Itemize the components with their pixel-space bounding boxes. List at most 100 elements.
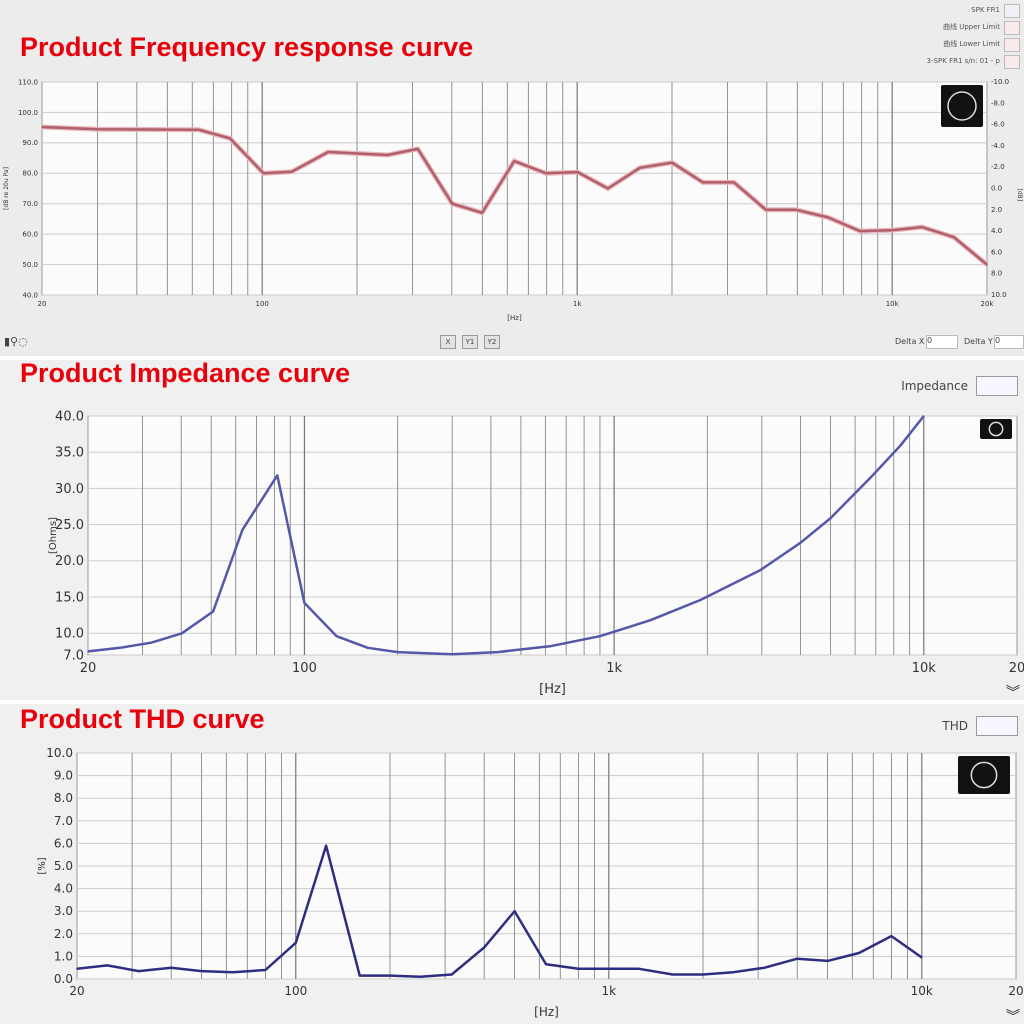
data-point	[733, 181, 735, 184]
legend-swatch-icon	[1004, 37, 1020, 52]
data-point	[702, 973, 704, 976]
thd-legend[interactable]: THD	[942, 716, 1018, 736]
data-point	[294, 942, 297, 944]
y2-tick-label: 6.0	[991, 248, 1002, 256]
legend-item[interactable]: 曲线 Upper Limit	[927, 19, 1020, 36]
data-point	[795, 209, 797, 211]
expand-chevron-icon[interactable]: ︾	[1006, 1009, 1020, 1025]
y-tick-label: 15.0	[55, 590, 84, 605]
data-point	[799, 541, 802, 544]
data-point	[899, 444, 902, 447]
legend-swatch-icon	[976, 716, 1018, 736]
data-point	[481, 212, 483, 214]
data-point	[732, 971, 735, 974]
y-tick-label: 3.0	[54, 904, 73, 918]
data-point	[796, 957, 799, 960]
delta-y-field[interactable]: 0	[994, 335, 1024, 349]
y-tick-label: 60.0	[22, 230, 38, 238]
data-point	[366, 646, 369, 649]
x-tick-label: 10k	[912, 661, 937, 676]
legend-label: 曲线 Upper Limit	[943, 23, 1000, 31]
data-point	[829, 517, 832, 519]
legend-item[interactable]: 3-SPK FR1 s/n: 01 - p	[927, 53, 1020, 70]
x-tick-label: 20	[1009, 661, 1024, 676]
y-tick-label: 2.0	[54, 927, 73, 941]
y-tick-label: 5.0	[54, 859, 73, 873]
data-point	[276, 474, 279, 477]
legend-label: THD	[942, 719, 968, 733]
y2-tick-label: -4.0	[991, 142, 1005, 150]
data-point	[325, 844, 327, 847]
y-tick-label: 90.0	[22, 139, 38, 147]
x-button[interactable]: X	[440, 335, 456, 349]
x-axis-label: [Hz]	[507, 314, 522, 322]
data-point	[759, 569, 761, 572]
y2-tick-label: -6.0	[991, 121, 1005, 129]
data-point	[765, 209, 767, 211]
delta-x-field[interactable]: 0	[926, 335, 958, 349]
y-tick-label: 7.0	[63, 648, 84, 663]
expand-chevron-icon[interactable]: ︾	[1006, 685, 1020, 701]
y-axis-label: [Ohms]	[48, 517, 59, 554]
plot-area	[41, 81, 988, 296]
y-tick-label: 7.0	[54, 814, 73, 828]
data-point	[859, 230, 861, 232]
data-point	[417, 148, 419, 150]
head-icon	[958, 756, 1010, 794]
y2-tick-label: 8.0	[991, 270, 1002, 278]
imp-title: Product Impedance curve	[20, 358, 351, 388]
data-point	[953, 236, 955, 238]
chart-0: 40.0 50.0 60.0 70.0 80.0 90.0 100.0 110.0 10.0 8.…	[3, 78, 1023, 322]
data-point	[232, 971, 234, 974]
data-point	[671, 973, 674, 976]
data-point	[599, 635, 601, 637]
x-axis-label: [Hz]	[539, 682, 566, 697]
head-icon	[980, 419, 1012, 439]
data-point	[702, 181, 704, 184]
delta-x-label: Delta X	[895, 337, 925, 346]
head-icon-glyph	[970, 761, 998, 789]
delta-y-label: Delta Y	[964, 337, 993, 346]
data-point	[671, 161, 673, 164]
data-point	[41, 126, 43, 128]
data-point	[513, 910, 516, 912]
x-tick-label: 20	[38, 300, 47, 308]
y-tick-label: 100.0	[18, 109, 38, 117]
y-tick-label: 10.0	[46, 746, 73, 760]
y2-button[interactable]: Y2	[484, 335, 500, 349]
data-point	[303, 602, 306, 604]
y-axis-label: [dB re 20u Pa]	[3, 167, 10, 210]
fr-legend: SPK FR1 曲线 Upper Limit 曲线 Lower Limit 3-…	[927, 2, 1020, 70]
y1-button[interactable]: Y1	[462, 335, 478, 349]
data-point	[396, 651, 399, 653]
data-point	[389, 974, 391, 977]
x-axis-label: [Hz]	[534, 1005, 559, 1019]
data-point	[545, 172, 547, 175]
data-point	[106, 964, 109, 967]
y-tick-label: 30.0	[55, 482, 84, 497]
y-tick-label: 9.0	[54, 769, 73, 783]
data-point	[921, 226, 923, 228]
x-tick-label: 20	[80, 661, 97, 676]
x-tick-label: 20	[1008, 984, 1023, 998]
legend-item[interactable]: 曲线 Lower Limit	[927, 36, 1020, 53]
data-point	[358, 974, 361, 977]
x-tick-label: 100	[255, 300, 268, 308]
y2-tick-label: 4.0	[991, 227, 1002, 235]
legend-item[interactable]: SPK FR1	[927, 2, 1020, 19]
data-point	[229, 137, 231, 140]
x-tick-label: 100	[292, 661, 317, 676]
x-tick-label: 1k	[573, 300, 582, 308]
plot-area	[87, 415, 1018, 656]
cursor-tool-icon[interactable]: ▮⚲◌	[4, 335, 28, 348]
data-point	[419, 975, 422, 978]
data-point	[986, 263, 988, 266]
y-tick-label: 1.0	[54, 949, 73, 963]
head-icon-glyph	[947, 91, 977, 121]
data-point	[699, 599, 702, 601]
legend-label: 曲线 Lower Limit	[943, 40, 1000, 48]
data-point	[513, 160, 515, 162]
data-point	[170, 966, 173, 969]
imp-legend[interactable]: Impedance	[901, 376, 1018, 396]
y-tick-label: 110.0	[18, 78, 38, 86]
